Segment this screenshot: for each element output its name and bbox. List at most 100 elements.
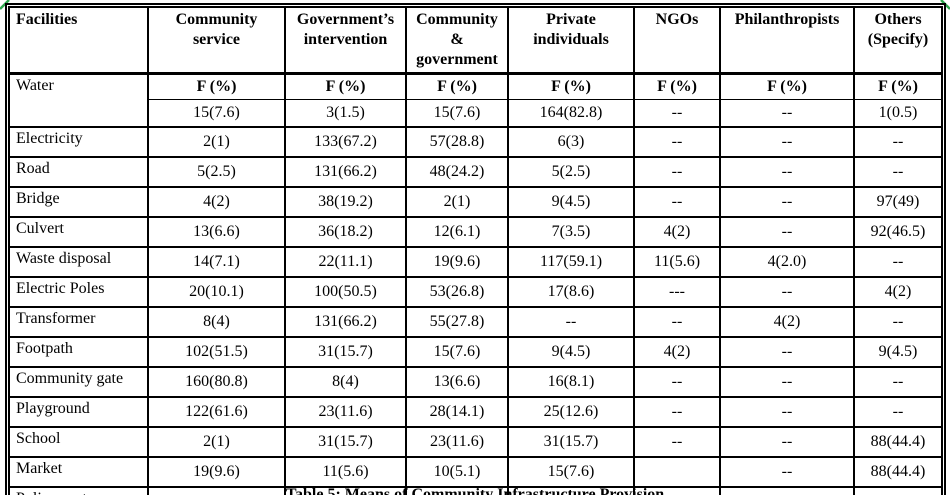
value-cell: 131(66.2) [284, 306, 407, 338]
value-cell: -- [633, 366, 721, 398]
value-cell: 17(8.6) [507, 276, 635, 308]
col-header-community-and-government: Community & government [405, 6, 509, 75]
col-header-philanthropists: Philanthropists [719, 6, 855, 75]
value-cell: 1(0.5) [853, 99, 943, 128]
value-cell: -- [719, 366, 855, 398]
table-row: Transformer 8(4) 131(66.2) 55(27.8) -- -- 4(2)… [8, 306, 943, 338]
value-cell: -- [633, 126, 721, 158]
value-cell: 16(8.1) [507, 366, 635, 398]
value-cell: 31(15.7) [284, 426, 407, 458]
value-cell: -- [719, 486, 855, 495]
value-cell: 38(19.2) [284, 186, 407, 218]
value-cell: -- [719, 99, 855, 128]
value-cell: 9(4.5) [853, 336, 943, 368]
value-cell: 25(12.6) [507, 396, 635, 428]
value-cell: 31(15.7) [284, 336, 407, 368]
value-cell: 88(44.4) [853, 456, 943, 488]
table-row: Bridge 4(2) 38(19.2) 2(1) 9(4.5) -- -- 97(49) [8, 186, 943, 218]
value-cell: 4(2.0) [719, 246, 855, 278]
measure-cell: F (%) [507, 72, 635, 100]
value-cell: 23(11.6) [284, 396, 407, 428]
value-cell: 10(5.1) [147, 486, 286, 495]
facility-label: Electricity [8, 126, 149, 158]
facility-label: Transformer [8, 306, 149, 338]
measure-cell: F (%) [405, 72, 509, 100]
value-cell: -- [719, 426, 855, 458]
value-cell: 100(50.5) [284, 276, 407, 308]
facility-label: School [8, 426, 149, 458]
value-cell: -- [719, 216, 855, 248]
measure-cell: F (%) [719, 72, 855, 100]
facility-label: Electric Poles [8, 276, 149, 308]
value-cell: 36(18.2) [284, 216, 407, 248]
table-row: Market 19(9.6) 11(5.6) 10(5.1) 15(7.6) -- 88(4… [8, 456, 943, 488]
value-cell: -- [633, 156, 721, 188]
value-cell: 5(2.5) [507, 156, 635, 188]
value-cell: 4(2) [147, 186, 286, 218]
value-cell: 9(4.5) [507, 486, 635, 495]
value-cell: -- [719, 336, 855, 368]
value-cell: 53(26.8) [405, 276, 509, 308]
value-cell: -- [633, 426, 721, 458]
value-cell: 12(6.1) [405, 216, 509, 248]
measure-cell: F (%) [147, 72, 286, 100]
measure-cell: F (%) [853, 72, 943, 100]
facility-label: Waste disposal [8, 246, 149, 278]
value-cell: 97(49) [853, 186, 943, 218]
table-row: Community gate 160(80.8) 8(4) 13(6.6) 16(8.1… [8, 366, 943, 398]
table-row: Police post10(5.1)72(36.4)16(8.1)9(4.5)-… [8, 486, 943, 495]
value-cell: 2(1) [147, 126, 286, 158]
col-header-community-service: Community service [147, 6, 286, 75]
measure-row: Water F (%) F (%) F (%) F (%) F (%) F (%… [8, 72, 943, 128]
col-header-governments-intervention: Government’s intervention [284, 6, 407, 75]
value-cell: 160(80.8) [147, 366, 286, 398]
value-cell: 16(8.1) [405, 486, 509, 495]
value-cell: 117(59.1) [507, 246, 635, 278]
facility-label-water: Water [8, 72, 149, 128]
value-cell: --- [633, 276, 721, 308]
value-cell: 133(67.2) [284, 126, 407, 158]
value-cell: 15(7.6) [405, 99, 509, 128]
value-cell: 131(66.2) [284, 156, 407, 188]
value-cell: 4(2) [853, 276, 943, 308]
value-cell: 15(7.6) [507, 456, 635, 488]
infrastructure-provision-table: Facilities Community service Government’… [8, 6, 943, 495]
value-cell: 122(61.6) [147, 396, 286, 428]
table-row: Footpath 102(51.5) 31(15.7) 15(7.6) 9(4.5) 4(… [8, 336, 943, 368]
value-cell: -- [853, 306, 943, 338]
facility-label: Police post [8, 486, 149, 495]
col-header-facilities: Facilities [8, 6, 149, 75]
value-cell: -- [633, 396, 721, 428]
value-cell: -- [633, 486, 721, 495]
value-cell: 4(2) [633, 216, 721, 248]
value-cell: 13(6.6) [147, 216, 286, 248]
value-cell: -- [719, 276, 855, 308]
value-cell: 10(5.1) [405, 456, 509, 488]
value-cell: 13(6.6) [405, 366, 509, 398]
value-cell: -- [853, 396, 943, 428]
value-cell: 88(44.4) [853, 426, 943, 458]
value-cell: 72(36.4) [284, 486, 407, 495]
value-cell: 2(1) [405, 186, 509, 218]
value-cell: 7(3.5) [507, 216, 635, 248]
value-cell: 15(7.6) [147, 99, 286, 128]
value-cell: 9(4.5) [507, 336, 635, 368]
value-cell: 102(51.5) [147, 336, 286, 368]
value-cell: -- [853, 156, 943, 188]
value-cell: -- [719, 396, 855, 428]
value-cell: 8(4) [147, 306, 286, 338]
measure-cell: F (%) [633, 72, 721, 100]
table-caption: Table 5: Means of Community Infrastructu… [285, 486, 665, 495]
value-cell: -- [633, 186, 721, 218]
table-frame: Facilities Community service Government’… [5, 3, 946, 495]
value-cell: 19(9.6) [147, 456, 286, 488]
col-header-private-individuals: Private individuals [507, 6, 635, 75]
value-cell: 2(1) [147, 426, 286, 458]
value-cell: 20(10.1) [147, 276, 286, 308]
value-cell: -- [853, 366, 943, 398]
value-cell: 31(15.7) [507, 426, 635, 458]
value-cell: 9(4.5) [507, 186, 635, 218]
value-cell: -- [633, 99, 721, 128]
value-cell: 14(7.1) [147, 246, 286, 278]
value-cell: 19(9.6) [405, 246, 509, 278]
